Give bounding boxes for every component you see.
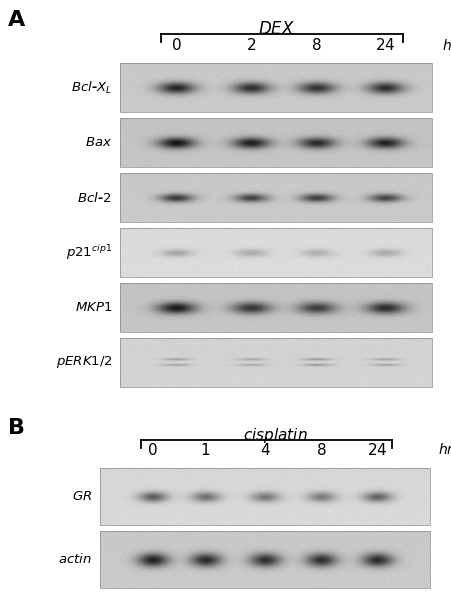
Bar (100, 531, 429, 588)
Bar (120, 228, 431, 277)
Text: $\mathit{Bcl}$-$\mathit{X_L}$: $\mathit{Bcl}$-$\mathit{X_L}$ (71, 80, 112, 96)
Text: $\mathit{8}$: $\mathit{8}$ (311, 37, 321, 53)
Text: $\mathit{4}$: $\mathit{4}$ (259, 442, 270, 458)
Text: $\mathit{p21^{cip1}}$: $\mathit{p21^{cip1}}$ (66, 243, 112, 262)
Bar (120, 283, 431, 332)
Bar (100, 468, 429, 525)
Bar (120, 338, 431, 387)
Text: $\mathit{GR}$: $\mathit{GR}$ (72, 490, 92, 503)
Text: $\mathit{Bax}$: $\mathit{Bax}$ (85, 136, 112, 149)
Text: $\mathit{1}$: $\mathit{1}$ (200, 442, 210, 458)
Text: $\mathit{Bcl}$-$\mathit{2}$: $\mathit{Bcl}$-$\mathit{2}$ (77, 191, 112, 204)
Text: $\mathit{actin}$: $\mathit{actin}$ (58, 552, 92, 566)
Text: $\mathit{DEX}$: $\mathit{DEX}$ (257, 20, 294, 38)
Text: $\mathit{MKP1}$: $\mathit{MKP1}$ (74, 301, 112, 314)
Text: A: A (8, 10, 25, 30)
Text: $\mathit{cisplatin}$: $\mathit{cisplatin}$ (242, 426, 307, 445)
Bar (120, 63, 431, 112)
Bar (120, 118, 431, 167)
Bar (120, 173, 431, 222)
Text: $\mathit{0}$: $\mathit{0}$ (147, 442, 158, 458)
Text: $\mathit{0}$: $\mathit{0}$ (170, 37, 181, 53)
Text: $\mathit{hrs}$: $\mathit{hrs}$ (441, 37, 451, 52)
Text: $\mathit{24}$: $\mathit{24}$ (374, 37, 395, 53)
Text: B: B (8, 418, 25, 438)
Text: $\mathit{2}$: $\mathit{2}$ (245, 37, 256, 53)
Text: $\mathit{hrs}$: $\mathit{hrs}$ (437, 443, 451, 457)
Text: $\mathit{24}$: $\mathit{24}$ (366, 442, 387, 458)
Text: $\mathit{8}$: $\mathit{8}$ (315, 442, 326, 458)
Text: $\mathit{pERK1/2}$: $\mathit{pERK1/2}$ (55, 355, 112, 371)
